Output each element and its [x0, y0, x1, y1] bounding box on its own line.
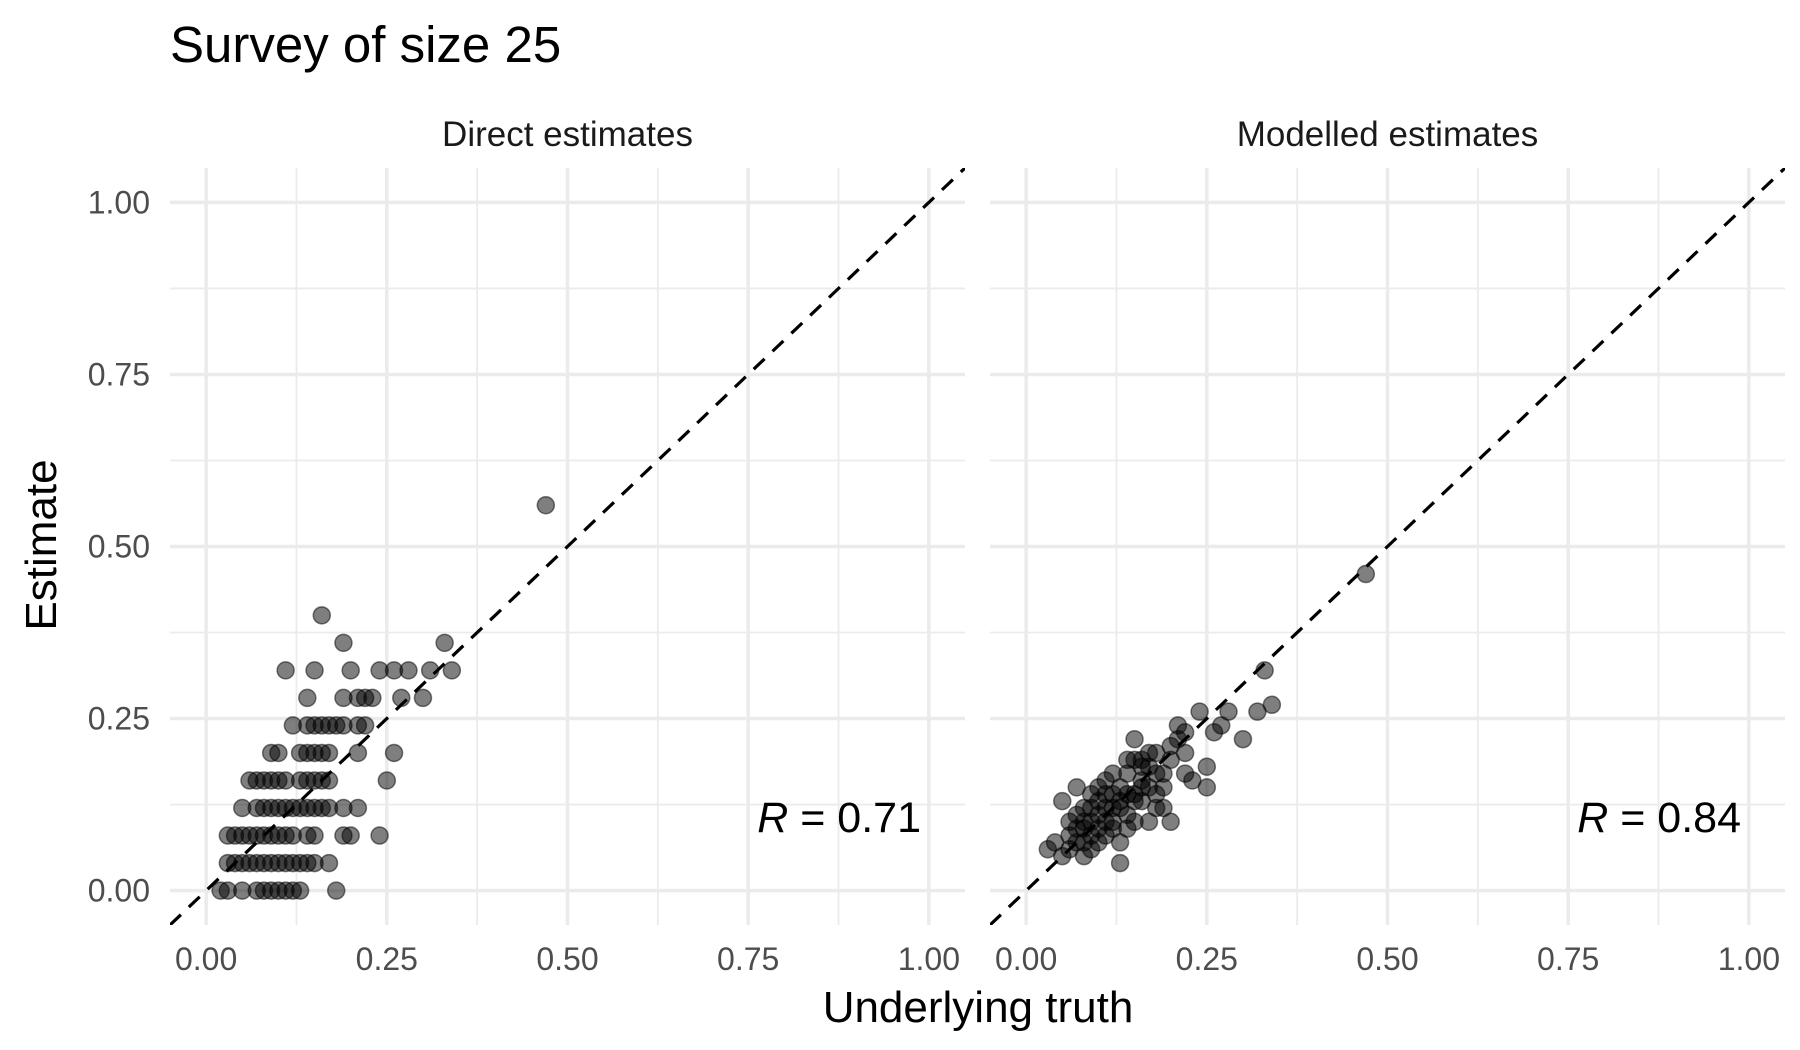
- data-point: [1233, 729, 1253, 749]
- y-axis: 0.00 0.25 0.50 0.75 1.00: [88, 184, 150, 908]
- data-point: [1139, 743, 1159, 763]
- data-point: [1139, 812, 1159, 832]
- y-axis-title: Estimate: [17, 459, 66, 630]
- annotation-value: = 0.71: [788, 794, 921, 842]
- data-point: [399, 661, 418, 680]
- data-point: [363, 688, 382, 708]
- data-point: [370, 826, 389, 845]
- y-tick-label: 0.50: [88, 529, 150, 565]
- data-point: [413, 688, 433, 708]
- panels: Direct estimates 0.00 0.25 0.50 0.75 1.00 R = …: [170, 115, 1785, 977]
- data-point: [334, 633, 353, 653]
- points: [211, 495, 556, 900]
- data-point: [435, 633, 454, 653]
- data-point: [1219, 702, 1238, 721]
- x-tick-label: 1.00: [1718, 941, 1780, 977]
- data-point: [1096, 771, 1115, 790]
- data-point: [536, 495, 556, 515]
- data-point: [1154, 778, 1173, 797]
- facet-label: Direct estimates: [442, 115, 693, 154]
- data-point: [305, 826, 324, 845]
- data-point: [1110, 853, 1130, 873]
- annotation-value: = 0.84: [1608, 794, 1741, 842]
- x-tick-label: 0.00: [175, 941, 237, 977]
- data-point: [1125, 729, 1144, 749]
- facet-label: Modelled estimates: [1237, 115, 1539, 154]
- data-point: [1175, 743, 1195, 763]
- annotation-symbol: R: [1577, 794, 1608, 842]
- panel-direct: Direct estimates 0.00 0.25 0.50 0.75 1.00 R = …: [170, 115, 965, 977]
- data-point: [1190, 702, 1209, 721]
- data-point: [1053, 791, 1072, 811]
- data-point: [1175, 723, 1195, 742]
- data-point: [319, 771, 339, 790]
- data-point: [1197, 757, 1217, 776]
- panel-modelled: Modelled estimates 0.00 0.25 0.50 0.75 1.00 R …: [990, 115, 1785, 977]
- y-tick-label: 1.00: [88, 184, 150, 220]
- data-point: [442, 661, 462, 680]
- data-point: [392, 688, 411, 708]
- data-point: [312, 606, 332, 625]
- data-point: [420, 661, 440, 680]
- data-point: [1262, 695, 1282, 715]
- x-tick-label: 0.75: [717, 941, 779, 977]
- x-tick-label: 0.25: [1176, 941, 1238, 977]
- data-point: [341, 661, 360, 680]
- data-point: [1074, 798, 1094, 818]
- data-point: [384, 743, 404, 763]
- data-point: [1175, 764, 1195, 783]
- data-point: [1118, 750, 1137, 770]
- data-point: [1060, 812, 1079, 832]
- identity-line: [170, 168, 965, 925]
- correlation-annotation: R = 0.84: [1577, 794, 1741, 842]
- x-tick-label: 0.25: [356, 941, 418, 977]
- data-point: [348, 798, 368, 818]
- x-tick-label: 0.50: [1356, 941, 1418, 977]
- annotation-symbol: R: [757, 794, 788, 842]
- correlation-annotation: R = 0.71: [757, 794, 921, 842]
- data-point: [341, 826, 360, 845]
- data-point: [355, 716, 375, 735]
- x-tick-label: 0.50: [536, 941, 598, 977]
- data-point: [1356, 564, 1376, 584]
- points: [1038, 564, 1376, 873]
- y-tick-label: 0.00: [88, 873, 150, 909]
- data-point: [1089, 833, 1108, 852]
- data-point: [1161, 812, 1180, 832]
- y-tick-label: 0.25: [88, 701, 150, 737]
- data-point: [326, 881, 346, 900]
- data-point: [290, 881, 310, 900]
- data-point: [269, 743, 288, 763]
- data-point: [298, 688, 317, 708]
- y-tick-label: 0.75: [88, 356, 150, 392]
- data-point: [319, 853, 339, 873]
- data-point: [319, 743, 339, 763]
- x-tick-label: 0.75: [1537, 941, 1599, 977]
- x-axis-title: Underlying truth: [823, 983, 1134, 1032]
- data-point: [377, 771, 397, 790]
- x-tick-label: 1.00: [898, 941, 960, 977]
- data-point: [305, 661, 324, 680]
- data-point: [1255, 661, 1274, 680]
- data-point: [276, 661, 295, 680]
- data-point: [1132, 778, 1152, 797]
- data-point: [348, 743, 368, 763]
- x-tick-label: 0.00: [995, 941, 1057, 977]
- data-point: [1067, 833, 1086, 852]
- chart-title: Survey of size 25: [170, 16, 561, 73]
